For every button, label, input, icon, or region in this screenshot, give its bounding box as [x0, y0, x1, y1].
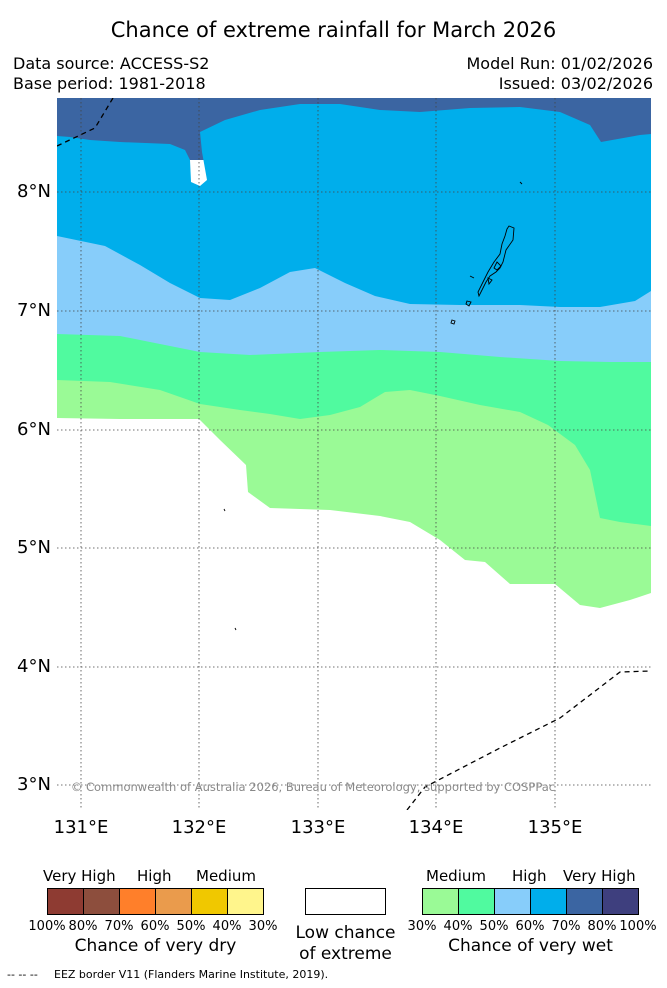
dry-tick-80: 80% [68, 919, 98, 934]
wet-tick-70: 70% [551, 919, 581, 934]
map-title: Chance of extreme rainfall for March 202… [110, 18, 557, 42]
issued-label: Issued: 03/02/2026 [498, 74, 653, 93]
wet-cat-high: High [512, 867, 547, 885]
wet-tick-60: 60% [515, 919, 545, 934]
base-period-label: Base period: 1981-2018 [13, 74, 206, 93]
dry-cat-very-high: Very High [43, 867, 116, 885]
eez-legend-symbol: -- -- -- [7, 968, 38, 981]
dry-swatch-6 [227, 888, 264, 915]
dry-tick-40: 40% [212, 919, 242, 934]
dry-cat-high: High [137, 867, 172, 885]
lon-tick-133e: 133°E [290, 817, 346, 838]
dry-caption: Chance of very dry [74, 936, 237, 956]
wet-swatch-1 [422, 888, 459, 915]
lat-tick-4n: 4°N [17, 656, 51, 677]
wet-swatch-2 [458, 888, 495, 915]
wet-swatch-6 [602, 888, 639, 915]
lat-tick-8n: 8°N [17, 181, 51, 202]
wet-cat-very-high: Very High [563, 867, 636, 885]
eez-legend-note: EEZ border V11 (Flanders Marine Institut… [54, 968, 329, 981]
zone-low-chance [57, 418, 651, 810]
lon-tick-134e: 134°E [408, 817, 464, 838]
wet-swatch-4 [530, 888, 567, 915]
dry-swatch-5 [191, 888, 228, 915]
dry-swatch-3 [119, 888, 156, 915]
dry-cat-medium: Medium [196, 867, 256, 885]
wet-swatch-3 [494, 888, 531, 915]
low-chance-caption-1: Low chance [295, 923, 396, 943]
wet-swatch-5 [566, 888, 603, 915]
dry-tick-30: 30% [248, 919, 278, 934]
lon-tick-135e: 135°E [527, 817, 583, 838]
lat-tick-7n: 7°N [17, 300, 51, 321]
dry-swatch-2 [83, 888, 120, 915]
model-run-label: Model Run: 01/02/2026 [466, 54, 654, 73]
map-copyright: © Commonwealth of Australia 2026, Bureau… [71, 780, 555, 794]
dry-swatch-4 [155, 888, 192, 915]
dry-tick-70: 70% [104, 919, 134, 934]
wet-tick-30: 30% [407, 919, 437, 934]
eez-border [57, 98, 651, 810]
lat-tick-3n: 3°N [17, 774, 51, 795]
rainfall-map: © Commonwealth of Australia 2026, Bureau… [57, 98, 651, 810]
low-chance-swatch [305, 888, 386, 915]
dry-swatch-1 [47, 888, 84, 915]
palau-coastline [223, 181, 523, 631]
lat-tick-6n: 6°N [17, 419, 51, 440]
graticule [57, 98, 651, 810]
dry-tick-60: 60% [140, 919, 170, 934]
wet-caption: Chance of very wet [448, 936, 613, 956]
wet-tick-80: 80% [587, 919, 617, 934]
wet-tick-50: 50% [479, 919, 509, 934]
wet-tick-100: 100% [619, 919, 657, 934]
low-chance-caption-2: of extreme [299, 944, 392, 964]
dry-tick-100: 100% [28, 919, 66, 934]
lat-tick-5n: 5°N [17, 537, 51, 558]
wet-cat-medium: Medium [426, 867, 486, 885]
lon-tick-132e: 132°E [171, 817, 227, 838]
dry-tick-50: 50% [176, 919, 206, 934]
data-source-label: Data source: ACCESS-S2 [13, 54, 210, 73]
wet-tick-40: 40% [443, 919, 473, 934]
lon-tick-131e: 131°E [53, 817, 109, 838]
